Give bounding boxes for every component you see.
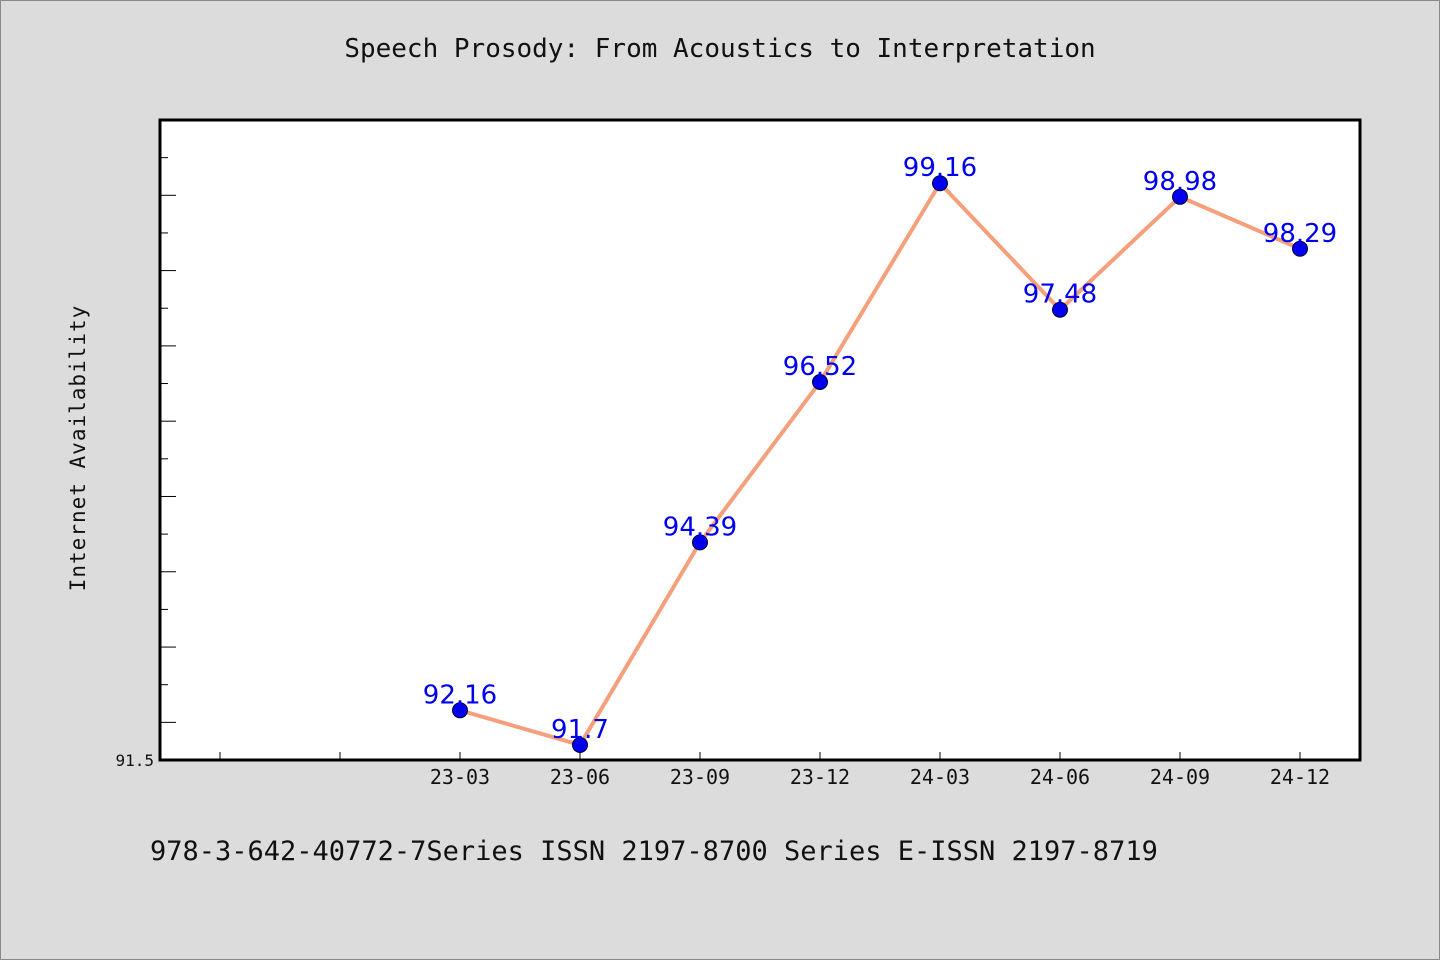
y-tick-label: 91.5 bbox=[115, 751, 154, 770]
data-label: 98.98 bbox=[1143, 167, 1217, 197]
data-point bbox=[692, 534, 708, 551]
x-tick-label: 23-09 bbox=[670, 765, 730, 789]
x-tick-label: 24-03 bbox=[910, 765, 970, 789]
plot-border bbox=[158, 118, 1362, 762]
data-label: 97.48 bbox=[1023, 280, 1097, 310]
chart-title: Speech Prosody: From Acoustics to Interp… bbox=[344, 34, 1096, 64]
x-tick-label: 23-03 bbox=[430, 765, 490, 789]
x-tick-label: 24-06 bbox=[1030, 765, 1090, 789]
data-point bbox=[572, 736, 588, 753]
data-point bbox=[1172, 188, 1188, 205]
data-label: 91.7 bbox=[551, 715, 609, 745]
x-tick-label: 23-12 bbox=[790, 765, 850, 789]
data-label: 92.16 bbox=[423, 680, 497, 710]
plot-area bbox=[160, 120, 1360, 760]
data-point bbox=[452, 702, 468, 719]
data-label: 98.29 bbox=[1263, 219, 1337, 249]
footer-text: 978-3-642-40772-7Series ISSN 2197-8700 S… bbox=[150, 836, 1158, 867]
data-point bbox=[932, 175, 948, 192]
x-tick-label: 24-09 bbox=[1150, 765, 1210, 789]
x-tick-label: 24-12 bbox=[1270, 765, 1330, 789]
data-point bbox=[1052, 301, 1068, 318]
data-label: 99.16 bbox=[903, 153, 977, 183]
data-label: 96.52 bbox=[783, 352, 857, 382]
data-label: 94.39 bbox=[663, 512, 737, 542]
series-line bbox=[458, 181, 1302, 747]
data-point bbox=[812, 374, 828, 391]
data-point bbox=[1292, 240, 1308, 257]
x-tick-label: 23-06 bbox=[550, 765, 610, 789]
